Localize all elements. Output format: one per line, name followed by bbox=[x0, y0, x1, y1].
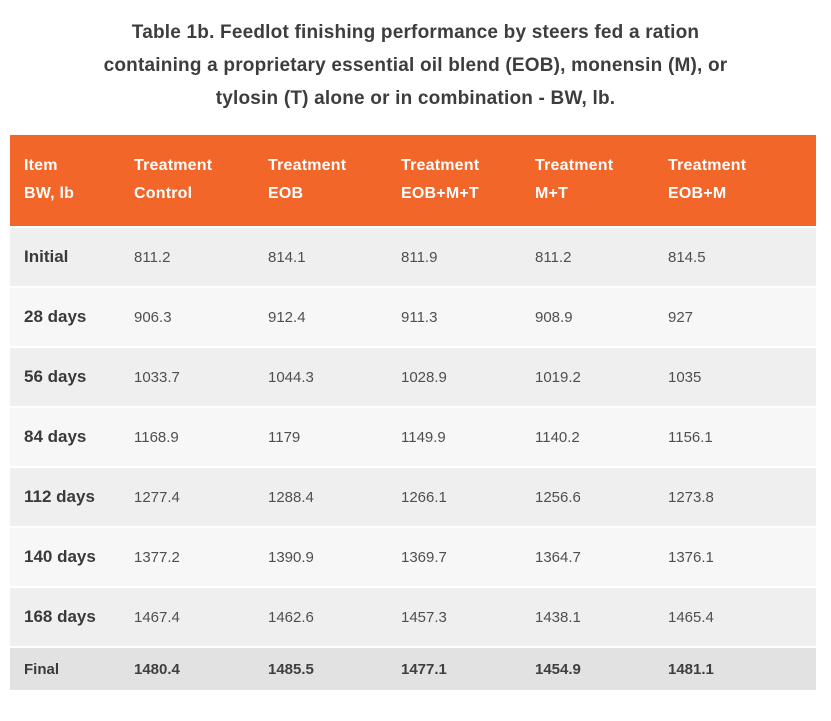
table-row: 168 days 1467.4 1462.6 1457.3 1438.1 1465.4 bbox=[10, 588, 816, 648]
column-header-m-t: Treatment M+T bbox=[521, 135, 654, 228]
cell-value: 1462.6 bbox=[254, 588, 387, 648]
cell-value: 1465.4 bbox=[654, 588, 816, 648]
column-header-eob: Treatment EOB bbox=[254, 135, 387, 228]
row-label: 168 days bbox=[10, 588, 120, 648]
table-title: Table 1b. Feedlot finishing performance … bbox=[21, 16, 811, 115]
cell-value: 1033.7 bbox=[120, 348, 254, 408]
cell-value: 1266.1 bbox=[387, 468, 521, 528]
table-row: 140 days 1377.2 1390.9 1369.7 1364.7 1376.1 bbox=[10, 528, 816, 588]
row-label: Final bbox=[10, 648, 120, 690]
column-header-line1: Item bbox=[24, 157, 58, 174]
table-title-line-1: Table 1b. Feedlot finishing performance … bbox=[131, 22, 700, 43]
cell-value: 1438.1 bbox=[521, 588, 654, 648]
column-header-eob-m-t: Treatment EOB+M+T bbox=[387, 135, 521, 228]
cell-value: 1454.9 bbox=[521, 648, 654, 690]
cell-value: 1273.8 bbox=[654, 468, 816, 528]
cell-value: 1256.6 bbox=[521, 468, 654, 528]
column-header-line2: EOB+M+T bbox=[401, 185, 479, 202]
cell-value: 1364.7 bbox=[521, 528, 654, 588]
row-label: 28 days bbox=[10, 288, 120, 348]
cell-value: 906.3 bbox=[120, 288, 254, 348]
cell-value: 1376.1 bbox=[654, 528, 816, 588]
cell-value: 1140.2 bbox=[521, 408, 654, 468]
cell-value: 911.3 bbox=[387, 288, 521, 348]
cell-value: 811.2 bbox=[120, 228, 254, 288]
column-header-item: Item BW, lb bbox=[10, 135, 120, 228]
cell-value: 908.9 bbox=[521, 288, 654, 348]
cell-value: 1485.5 bbox=[254, 648, 387, 690]
cell-value: 814.5 bbox=[654, 228, 816, 288]
cell-value: 1390.9 bbox=[254, 528, 387, 588]
cell-value: 1035 bbox=[654, 348, 816, 408]
column-header-line2: BW, lb bbox=[24, 185, 75, 202]
column-header-line1: Treatment bbox=[535, 157, 614, 174]
cell-value: 1044.3 bbox=[254, 348, 387, 408]
column-header-line2: M+T bbox=[535, 185, 569, 202]
cell-value: 811.2 bbox=[521, 228, 654, 288]
row-label: 140 days bbox=[10, 528, 120, 588]
cell-value: 1277.4 bbox=[120, 468, 254, 528]
row-label: 56 days bbox=[10, 348, 120, 408]
feedlot-performance-table: Item BW, lb Treatment Control Treatment EOB Tr… bbox=[10, 135, 816, 690]
cell-value: 1288.4 bbox=[254, 468, 387, 528]
cell-value: 1369.7 bbox=[387, 528, 521, 588]
table-title-line-3: tylosin (T) alone or in combination - BW… bbox=[215, 88, 616, 109]
cell-value: 1168.9 bbox=[120, 408, 254, 468]
cell-value: 1457.3 bbox=[387, 588, 521, 648]
row-label: 84 days bbox=[10, 408, 120, 468]
column-header-line2: EOB bbox=[268, 185, 304, 202]
cell-value: 1481.1 bbox=[654, 648, 816, 690]
cell-value: 1149.9 bbox=[387, 408, 521, 468]
header-row: Item BW, lb Treatment Control Treatment EOB Tr… bbox=[10, 135, 816, 228]
column-header-line1: Treatment bbox=[401, 157, 480, 174]
cell-value: 927 bbox=[654, 288, 816, 348]
cell-value: 1477.1 bbox=[387, 648, 521, 690]
cell-value: 1156.1 bbox=[654, 408, 816, 468]
cell-value: 814.1 bbox=[254, 228, 387, 288]
table-row: 112 days 1277.4 1288.4 1266.1 1256.6 1273.8 bbox=[10, 468, 816, 528]
table-title-line-2: containing a proprietary essential oil b… bbox=[103, 55, 728, 76]
cell-value: 912.4 bbox=[254, 288, 387, 348]
table-row: Initial 811.2 814.1 811.9 811.2 814.5 bbox=[10, 228, 816, 288]
table-row: 56 days 1033.7 1044.3 1028.9 1019.2 1035 bbox=[10, 348, 816, 408]
cell-value: 1480.4 bbox=[120, 648, 254, 690]
column-header-line1: Treatment bbox=[668, 157, 747, 174]
table-row: 84 days 1168.9 1179 1149.9 1140.2 1156.1 bbox=[10, 408, 816, 468]
column-header-control: Treatment Control bbox=[120, 135, 254, 228]
table-body: Initial 811.2 814.1 811.9 811.2 814.5 28 days 9… bbox=[10, 228, 816, 690]
cell-value: 1019.2 bbox=[521, 348, 654, 408]
cell-value: 1028.9 bbox=[387, 348, 521, 408]
table-header: Item BW, lb Treatment Control Treatment EOB Tr… bbox=[10, 135, 816, 228]
cell-value: 811.9 bbox=[387, 228, 521, 288]
row-label: 112 days bbox=[10, 468, 120, 528]
cell-value: 1467.4 bbox=[120, 588, 254, 648]
column-header-eob-m: Treatment EOB+M bbox=[654, 135, 816, 228]
column-header-line2: EOB+M bbox=[668, 185, 727, 202]
column-header-line1: Treatment bbox=[134, 157, 213, 174]
cell-value: 1377.2 bbox=[120, 528, 254, 588]
column-header-line1: Treatment bbox=[268, 157, 347, 174]
table-row-final: Final 1480.4 1485.5 1477.1 1454.9 1481.1 bbox=[10, 648, 816, 690]
table-row: 28 days 906.3 912.4 911.3 908.9 927 bbox=[10, 288, 816, 348]
row-label: Initial bbox=[10, 228, 120, 288]
column-header-line2: Control bbox=[134, 185, 193, 202]
cell-value: 1179 bbox=[254, 408, 387, 468]
